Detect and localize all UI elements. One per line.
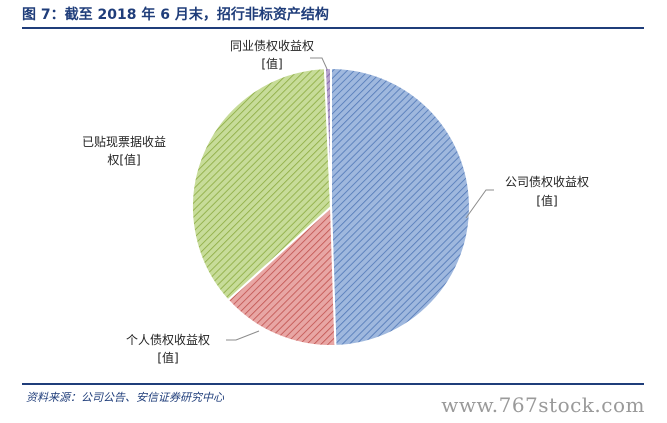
value-interbank-debt: [值] bbox=[261, 56, 282, 71]
watermark: www.767stock.com bbox=[441, 393, 645, 417]
label-interbank-debt: 同业债权收益权 bbox=[230, 39, 314, 53]
leader-line-personal-debt bbox=[226, 330, 260, 341]
title-divider bbox=[22, 27, 644, 29]
source-note: 资料来源：公司公告、安信证券研究中心 bbox=[26, 391, 224, 404]
label-discounted-bills: 已贴现票据收益 bbox=[82, 135, 166, 149]
value-personal-debt: [值] bbox=[157, 350, 178, 365]
pie-slice-personal-debt bbox=[226, 204, 337, 347]
label-discounted-bills-line2: 权[值] bbox=[107, 152, 140, 167]
pie-slice-interbank-debt bbox=[323, 66, 332, 208]
leader-line-interbank-debt bbox=[310, 57, 328, 70]
pie-slice-company-debt bbox=[330, 66, 471, 347]
footer-divider bbox=[22, 383, 644, 385]
label-company-debt: 公司债权收益权 bbox=[505, 175, 589, 189]
figure-title: 图 7：截至 2018 年 6 月末，招行非标资产结构 bbox=[22, 7, 329, 23]
leader-line-company-debt bbox=[465, 189, 494, 219]
pie-slice-discounted-bills bbox=[191, 67, 333, 302]
value-company-debt: [值] bbox=[536, 193, 557, 208]
label-personal-debt: 个人债权收益权 bbox=[126, 333, 210, 347]
